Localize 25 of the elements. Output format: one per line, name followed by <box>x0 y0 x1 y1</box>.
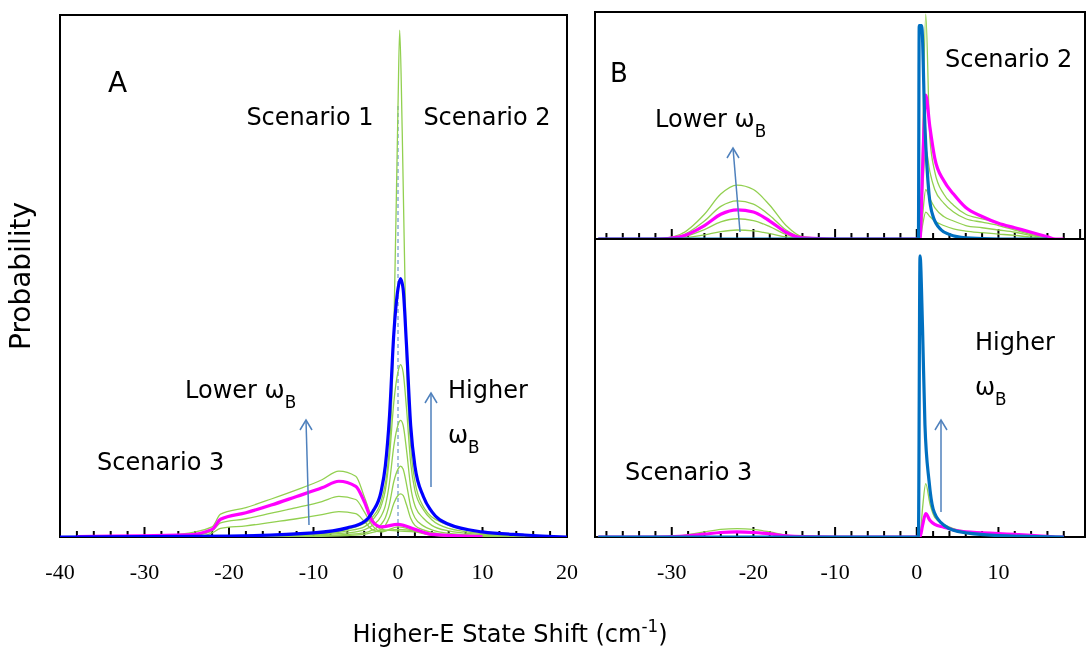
x-tick-label: 0 <box>911 559 923 584</box>
x-tick-label: -30 <box>657 559 687 584</box>
x-axis-title: Higher-E State Shift (cm$^{-1}$) <box>352 616 668 648</box>
annotation: Higher ω$_{B}$ <box>975 328 1055 409</box>
x-tick-label: -30 <box>129 559 160 584</box>
x-tick-label: -20 <box>738 559 769 584</box>
annotation: Higher ω$_{B}$ <box>448 376 528 457</box>
x-tick-label: -40 <box>45 559 75 584</box>
annotation: Scenario 1 <box>246 103 374 131</box>
annotation: A <box>108 66 128 99</box>
y-axis-title: Probability <box>4 201 37 351</box>
x-tick-label: 10 <box>987 559 1010 584</box>
annotation: Scenario 2 <box>423 103 551 131</box>
annotation: Scenario 3 <box>625 458 753 486</box>
x-tick-label: -20 <box>214 559 244 584</box>
annotation: Scenario 3 <box>97 448 225 476</box>
x-tick-label: -10 <box>820 559 850 584</box>
annotation: Scenario 2 <box>945 45 1073 73</box>
annotation: Lower ω$_{B}$ <box>185 376 297 412</box>
x-tick-label: -10 <box>298 559 329 584</box>
annotation: B <box>610 58 628 88</box>
x-tick-label: 20 <box>556 559 578 584</box>
annotation: Lower ω$_{B}$ <box>655 105 767 141</box>
x-tick-label: 0 <box>392 559 404 584</box>
x-tick-label: 10 <box>471 559 494 584</box>
